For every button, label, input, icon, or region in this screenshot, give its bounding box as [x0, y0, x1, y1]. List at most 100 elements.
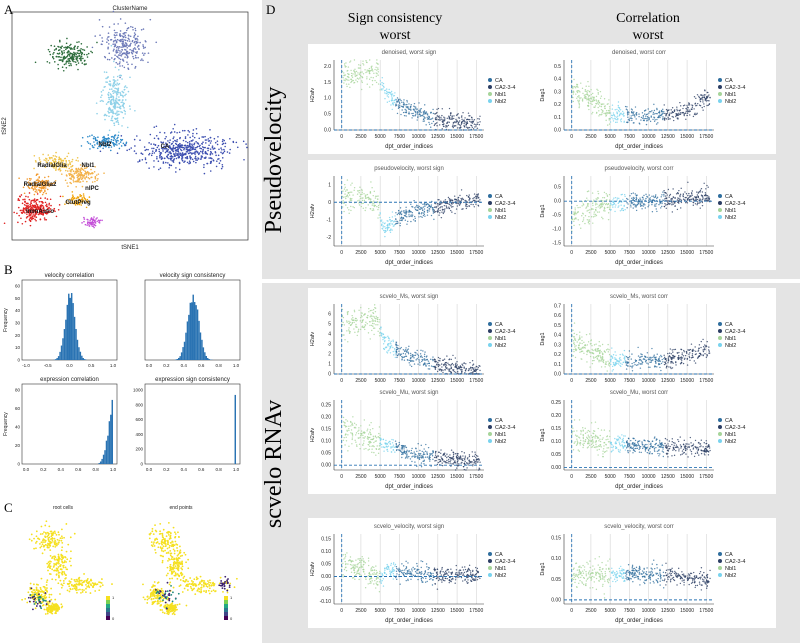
c-point: [44, 597, 47, 600]
scatter-point: [477, 205, 480, 207]
c-point: [42, 538, 45, 541]
tsne-point: [58, 204, 61, 206]
scatter-point: [394, 105, 397, 107]
c-point: [60, 528, 63, 531]
c-point: [209, 579, 211, 582]
tsne-point: [67, 163, 70, 166]
tsne-point: [117, 23, 119, 25]
scatter-point: [373, 190, 375, 193]
scatter-point: [655, 112, 657, 115]
tsne-point: [63, 49, 65, 52]
scatter-point: [351, 197, 353, 200]
c-point: [54, 598, 57, 601]
c-point: [181, 562, 184, 565]
scatter-point: [661, 112, 664, 115]
c-point: [54, 545, 57, 548]
scatter-point: [669, 118, 671, 120]
c-point: [199, 575, 202, 578]
scatter-ytick: 0.4: [554, 77, 561, 83]
tsne-point: [79, 55, 81, 58]
histogram-bar: [65, 319, 67, 360]
tsne-point: [120, 55, 123, 57]
tsne-point: [86, 140, 89, 143]
scatter-point: [666, 112, 669, 114]
scatter-point: [370, 67, 373, 69]
tsne-point: [122, 58, 124, 61]
tsne-point: [25, 209, 27, 212]
tsne-point: [115, 99, 117, 101]
scatter-panel-2: denoised, worst corr Dag1 dpt_order_indice…: [538, 44, 776, 154]
scatter-point: [346, 189, 348, 191]
tsne-point: [62, 160, 64, 162]
scatter-point: [665, 113, 667, 115]
scatter-point: [381, 223, 383, 225]
tsne-point: [197, 142, 199, 144]
tsne-point: [26, 215, 29, 218]
scatter-point: [358, 64, 360, 66]
scatter-point: [346, 70, 348, 72]
scatter-point: [397, 99, 399, 101]
c-point: [156, 599, 159, 602]
tsne-point: [159, 167, 162, 169]
scatter-point: [364, 69, 366, 71]
c-highlight-point: [39, 596, 42, 599]
tsne-point: [96, 147, 99, 150]
tsne-point: [103, 142, 106, 145]
tsne-point: [209, 150, 212, 153]
c-point: [50, 609, 53, 612]
scatter-point: [573, 91, 575, 93]
scatter-point: [687, 104, 690, 106]
scatter-point: [393, 99, 395, 102]
tsne-point: [127, 90, 130, 93]
tsne-point: [112, 139, 115, 142]
c-point: [65, 561, 67, 563]
tsne-point: [111, 90, 114, 93]
tsne-point: [45, 161, 48, 163]
c-point: [177, 531, 179, 534]
tsne-point: [116, 102, 119, 105]
c-point: [146, 595, 149, 598]
tsne-point: [215, 165, 218, 168]
c-highlight-point: [223, 585, 226, 587]
tsne-point: [107, 43, 110, 45]
tsne-point: [85, 176, 88, 179]
tsne-point: [119, 138, 122, 141]
scatter-point: [428, 116, 430, 118]
scatter-point: [413, 199, 415, 202]
scatter-point: [466, 118, 469, 121]
scatter-point: [591, 92, 594, 95]
scatter-point: [584, 88, 587, 91]
scatter-point: [616, 112, 618, 114]
scatter-point: [693, 113, 696, 116]
scatter-point: [469, 115, 471, 117]
histogram-bar: [199, 332, 202, 360]
scatter-point: [415, 206, 417, 208]
scatter-point: [344, 183, 346, 186]
tsne-point: [96, 139, 99, 142]
scatter-ytick: 0.5: [554, 64, 561, 70]
scatter-point: [617, 117, 619, 120]
c-point: [39, 546, 42, 549]
scatter-point: [468, 126, 471, 129]
c-point: [63, 536, 65, 539]
tsne-point: [194, 155, 197, 158]
tsne-point: [124, 85, 127, 87]
c-point: [156, 600, 159, 603]
tsne-point: [128, 40, 131, 42]
tsne-point: [46, 60, 49, 63]
tsne-point: [55, 169, 57, 172]
tsne-point: [61, 66, 64, 68]
tsne-point: [45, 181, 48, 184]
scatter-point: [618, 106, 621, 109]
tsne-point: [51, 159, 54, 162]
tsne-point: [48, 50, 51, 53]
tsne-point: [47, 159, 50, 162]
scatter-title: pseudovelocity, worst sign: [374, 166, 444, 172]
scatter-point: [669, 112, 671, 114]
scatter-point: [597, 106, 599, 109]
scatter-point: [613, 114, 615, 116]
c-highlight-point: [221, 582, 224, 585]
c-point: [34, 607, 37, 610]
tsne-point: [109, 93, 112, 95]
